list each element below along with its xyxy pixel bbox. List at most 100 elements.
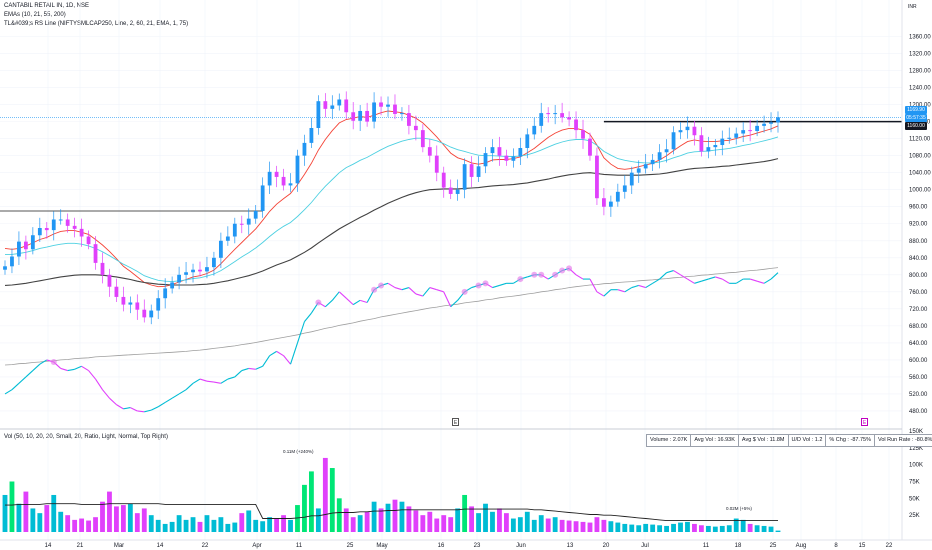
volume-bar — [253, 519, 259, 532]
rs-line-segment — [575, 274, 584, 280]
candle-body — [400, 113, 404, 115]
candle-body — [316, 101, 321, 128]
rs-line-segment — [296, 321, 305, 344]
candle-body — [636, 168, 641, 173]
y-tick-label: 1080.00 — [909, 154, 931, 160]
candle-body — [525, 134, 530, 148]
volume-recent-label: 0.02M (+5%) — [726, 506, 752, 511]
volume-bar — [462, 494, 468, 532]
candle-body — [706, 147, 711, 152]
stat-avg-dollar-vol: Avg $ Vol : 11.8M — [739, 435, 789, 446]
y-tick-label: 1000.00 — [909, 188, 931, 194]
y-tick-label: 880.00 — [909, 239, 928, 245]
rs-line-segment — [708, 276, 716, 280]
rs-line-segment — [206, 380, 214, 383]
y-tick-label: 520.00 — [909, 392, 928, 398]
candle-body — [608, 201, 613, 207]
rs-line-segment — [241, 367, 249, 372]
candle-body — [692, 126, 697, 136]
currency-label: INR — [908, 4, 917, 10]
candle-body — [218, 240, 223, 258]
volume-bar — [9, 481, 15, 532]
rs-line-segment — [694, 280, 702, 284]
rs-line-segment — [60, 367, 68, 372]
candle-body — [225, 236, 230, 241]
x-tick-label: 23 — [474, 543, 481, 549]
rs-line-segment — [304, 312, 312, 322]
x-tick-label: 16 — [438, 543, 445, 549]
volume-bar — [315, 508, 321, 532]
candle-body — [37, 228, 42, 236]
rs-line-segment — [345, 297, 354, 306]
candle-body — [518, 148, 523, 157]
candle-body — [553, 113, 558, 115]
x-tick-label: Jul — [641, 543, 649, 549]
candle-body — [17, 241, 21, 257]
rs-line-segment — [157, 401, 166, 408]
candle-body — [386, 104, 390, 107]
volume-bar — [545, 518, 551, 532]
rs-line-segment — [659, 272, 667, 280]
x-tick-label: 14 — [157, 543, 164, 549]
candle-body — [351, 112, 356, 121]
rs-line-segment — [387, 282, 396, 289]
rs-line-segment — [401, 287, 410, 291]
candle-body — [128, 302, 133, 305]
volume-bar — [448, 517, 454, 532]
rs-line-segment — [749, 278, 758, 282]
volume-bar — [218, 517, 224, 532]
earnings-marker[interactable]: E — [452, 418, 459, 426]
rs-line-segment — [408, 287, 417, 295]
candle-body — [309, 128, 314, 143]
candle-body — [379, 102, 383, 107]
rs-line-segment — [123, 407, 131, 410]
volume-bar — [58, 511, 64, 532]
volume-bar — [308, 471, 314, 532]
volume-bar — [93, 517, 98, 532]
volume-average-line — [5, 503, 778, 522]
y-tick-label: 1320.00 — [909, 52, 931, 58]
volume-bar — [622, 523, 628, 532]
candle-body — [629, 172, 634, 186]
volume-bar — [455, 508, 461, 532]
candle-body — [462, 164, 467, 190]
x-tick-label: 25 — [770, 543, 777, 549]
volume-bar — [79, 518, 85, 532]
rs-line-segment — [130, 407, 138, 412]
rs-line-segment — [192, 378, 201, 384]
candle-body — [267, 171, 272, 186]
rs-line-segment — [11, 382, 20, 391]
volume-bar — [719, 525, 725, 532]
candle-body — [344, 99, 349, 113]
y-tick-label: 1360.00 — [909, 35, 931, 41]
volume-bar — [127, 503, 133, 532]
rs-line-segment — [32, 363, 41, 371]
volume-bar — [225, 523, 231, 532]
rs-new-high-dot — [566, 265, 573, 272]
rs-line-segment — [492, 284, 500, 289]
rs-line-segment — [666, 270, 674, 274]
rs-line-segment — [25, 370, 34, 378]
candle-body — [664, 149, 669, 153]
rs-line-segment — [220, 378, 229, 384]
volume-bar — [531, 519, 537, 532]
candle-body — [323, 101, 328, 109]
x-tick-label: 13 — [567, 543, 574, 549]
volume-bar — [211, 519, 217, 532]
volume-bar — [434, 518, 440, 532]
candle-body — [483, 153, 488, 167]
rs-line-segment — [137, 410, 145, 413]
volume-bar — [343, 508, 349, 532]
rs-line-segment — [67, 368, 75, 372]
rs-line-segment — [687, 278, 695, 284]
earnings-marker[interactable]: E — [861, 418, 868, 426]
candle-body — [330, 105, 335, 109]
volume-bar — [378, 508, 384, 532]
candle-body — [51, 219, 56, 231]
x-tick-label: 11 — [296, 543, 303, 549]
volume-bar — [406, 506, 412, 532]
rs-line-segment — [624, 287, 633, 293]
candle-body — [72, 225, 77, 229]
